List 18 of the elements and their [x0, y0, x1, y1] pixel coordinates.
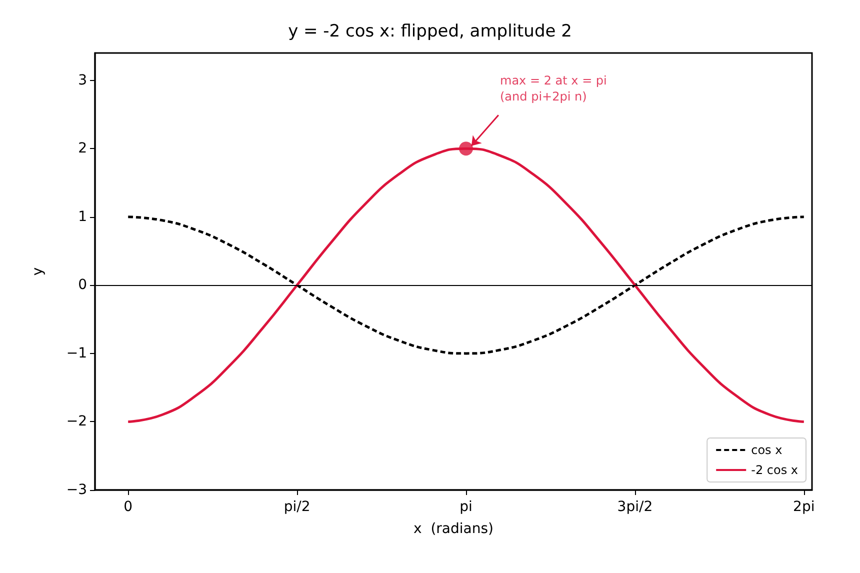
chart-title: y = -2 cos x: flipped, amplitude 2: [288, 22, 572, 42]
y-tick-label: −2: [66, 414, 87, 430]
y-tick-label: 3: [78, 72, 87, 88]
y-tick-label: 2: [78, 140, 87, 157]
annotation: max = 2 at x = pi (and pi+2pi n): [500, 74, 607, 104]
x-axis-title: x (radians): [414, 521, 494, 537]
y-tick-label: 0: [78, 277, 87, 294]
x-tick-label: 2pi: [793, 499, 815, 515]
x-tick-label: pi: [460, 499, 472, 515]
x-tick-label: pi/2: [284, 499, 310, 515]
y-axis-title: y: [30, 267, 46, 276]
x-tick-label: 0: [124, 499, 133, 515]
x-tick-label: 3pi/2: [617, 499, 653, 515]
legend-label: -2 cos x: [751, 463, 798, 477]
y-tick-label: 1: [78, 208, 87, 225]
y-tick-label: −1: [66, 345, 87, 362]
legend-label: cos x: [751, 443, 782, 457]
y-tick-label: −3: [66, 482, 87, 498]
